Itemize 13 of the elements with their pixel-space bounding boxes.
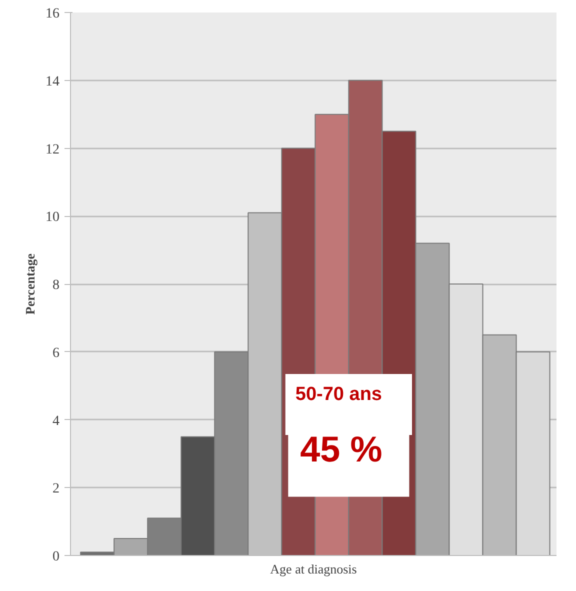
y-tick-label: 12 bbox=[46, 142, 60, 158]
y-tick-label: 0 bbox=[52, 550, 60, 564]
y-tick-label: 10 bbox=[46, 210, 60, 226]
y-axis-title: Percentage bbox=[22, 253, 38, 315]
y-tick-label: 16 bbox=[46, 6, 60, 22]
annotation: 50-70 ans bbox=[295, 384, 382, 405]
annotation: 45 % bbox=[300, 428, 382, 470]
y-tick-label: 4 bbox=[52, 414, 60, 429]
y-tick-label: 6 bbox=[52, 346, 60, 361]
x-axis-title: Age at diagnosis bbox=[270, 562, 357, 576]
y-tick-label: 8 bbox=[52, 278, 60, 293]
y-tick-label: 2 bbox=[52, 482, 60, 497]
y-tick-label: 14 bbox=[46, 74, 60, 90]
